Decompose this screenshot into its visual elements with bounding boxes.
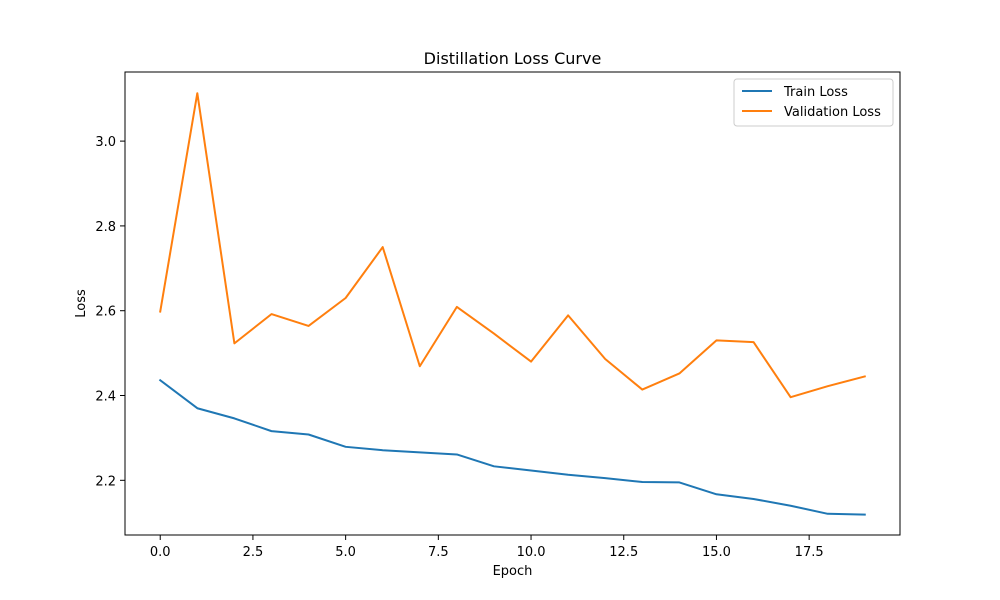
chart-title: Distillation Loss Curve <box>424 49 602 68</box>
legend-label-train-loss: Train Loss <box>783 85 848 100</box>
y-tick-label: 3.0 <box>95 135 116 150</box>
x-tick-label: 15.0 <box>702 545 731 560</box>
legend: Train Loss Validation Loss <box>733 78 894 127</box>
series-layer <box>158 92 866 516</box>
y-tick-label: 2.8 <box>95 220 116 235</box>
x-tick-label: 10.0 <box>517 545 546 560</box>
y-tick-label: 2.6 <box>95 305 116 320</box>
x-tick-label: 7.5 <box>428 545 449 560</box>
x-axis: 0.0 2.5 5.0 7.5 10.0 12.5 15.0 17.5 <box>150 535 824 560</box>
y-tick-label: 2.2 <box>95 474 116 489</box>
y-axis-label: Loss <box>74 289 89 318</box>
series-line-validation-loss <box>159 92 866 399</box>
plot-area-frame <box>124 71 901 536</box>
y-tick-label: 2.4 <box>95 390 116 405</box>
legend-label-validation-loss: Validation Loss <box>784 105 881 120</box>
x-tick-label: 5.0 <box>335 545 356 560</box>
x-tick-label: 17.5 <box>795 545 824 560</box>
legend-box <box>733 78 894 127</box>
y-axis: 2.2 2.4 2.6 2.8 3.0 <box>95 135 125 489</box>
x-tick-label: 2.5 <box>243 545 264 560</box>
x-tick-label: 12.5 <box>609 545 638 560</box>
series-line-train-loss <box>158 378 866 516</box>
x-tick-label: 0.0 <box>150 545 171 560</box>
x-axis-label: Epoch <box>493 564 533 579</box>
